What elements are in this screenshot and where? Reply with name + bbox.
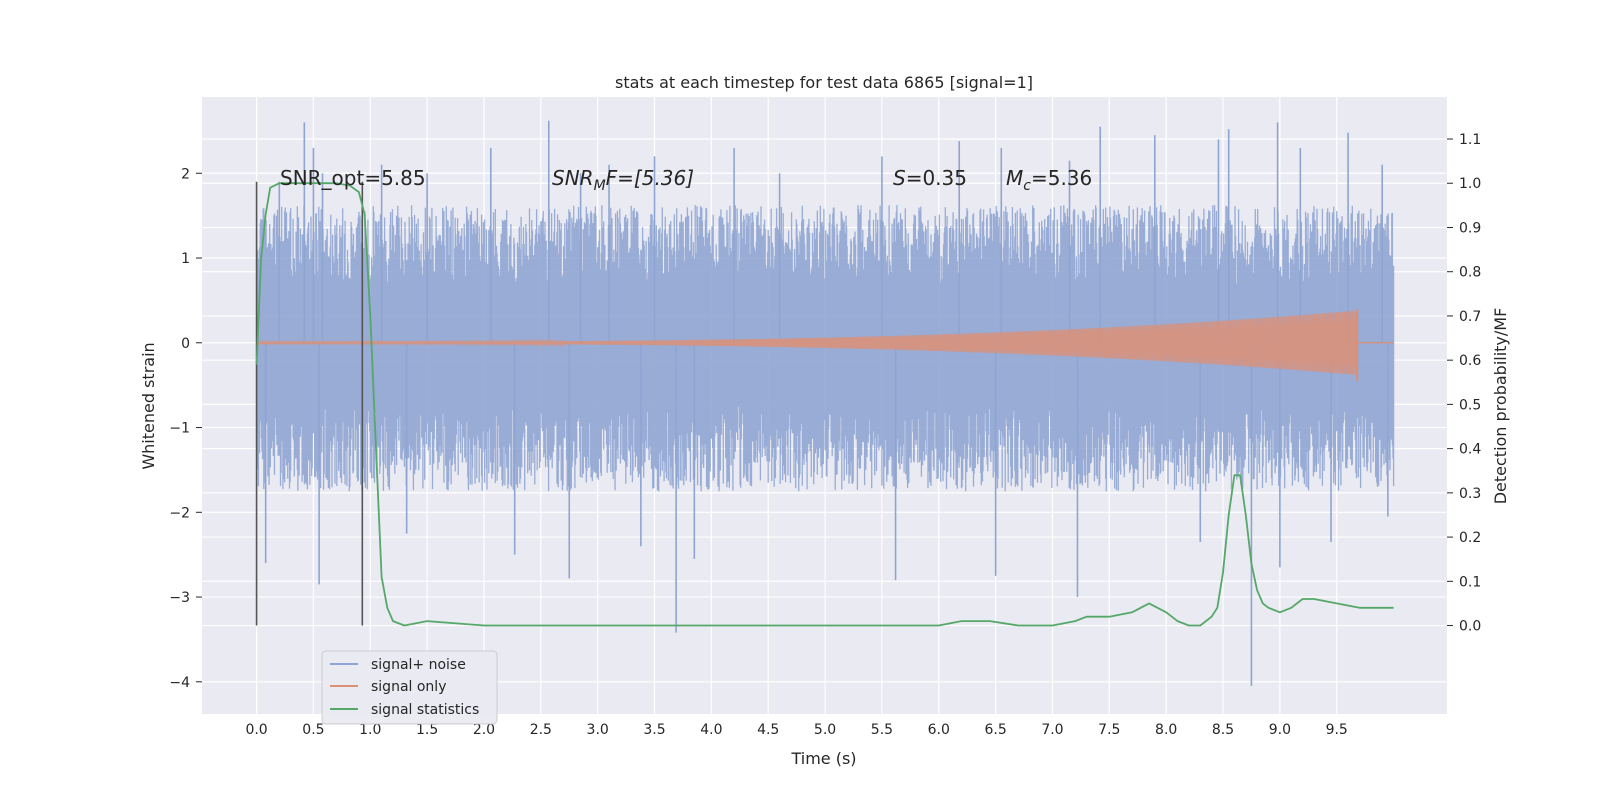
y-left-tick-label: −2	[169, 505, 190, 521]
y-right-tick-label: 0.2	[1459, 530, 1481, 546]
y-right-tick-label: 0.0	[1459, 619, 1481, 635]
y-right-tick-label: 0.9	[1459, 220, 1481, 236]
y-right-tick-label: 0.7	[1459, 309, 1481, 325]
legend: signal+ noise signal only signal statist…	[321, 650, 498, 725]
y-right-tick-label: 0.3	[1459, 486, 1481, 502]
signal-statistics-line	[255, 182, 1394, 627]
y-left-tick-label: −4	[169, 675, 190, 691]
y-left-tick-label: −3	[169, 590, 190, 606]
signal-only-trace	[256, 310, 1358, 375]
y-left-tick-label: 1	[181, 251, 190, 267]
annotation-mc: Mc=5.36	[1006, 166, 1092, 194]
legend-label-signal-only: signal only	[371, 679, 446, 695]
y-right-tick-label: 0.4	[1459, 442, 1481, 458]
x-tick-label: 5.5	[871, 722, 893, 738]
annotations: SNR_opt=5.85 SNRMF=[5.36] S=0.35 Mc=5.36	[280, 166, 1092, 194]
annotation-snr-opt: SNR_opt=5.85	[280, 166, 426, 190]
x-tick-label: 4.0	[700, 722, 722, 738]
x-axis-label: Time (s)	[790, 749, 856, 768]
y-right-tick-label: 1.0	[1459, 176, 1481, 192]
x-tick-label: 0.5	[302, 722, 324, 738]
y-left-tick-label: 2	[181, 166, 190, 182]
chart-title: stats at each timestep for test data 686…	[615, 73, 1033, 92]
series-signal-noise	[255, 120, 1395, 687]
y-right-tick-label: 0.6	[1459, 353, 1481, 369]
annotation-s: S=0.35	[893, 166, 967, 190]
y-left-tick-labels: 2 1 0 −1 −2 −3 −4	[169, 166, 202, 691]
x-tick-label: 1.5	[416, 722, 438, 738]
y-right-tick-labels: 1.1 1.0 0.9 0.8 0.7 0.6 0.5 0.4 0.3 0.2 0.1 0.0	[1447, 132, 1481, 635]
x-tick-label: 8.0	[1155, 722, 1177, 738]
x-tick-label: 2.0	[473, 722, 495, 738]
x-tick-label: 1.0	[359, 722, 381, 738]
x-tick-label: 6.0	[928, 722, 950, 738]
x-tick-label: 7.0	[1041, 722, 1063, 738]
x-tick-label: 3.0	[587, 722, 609, 738]
series-signal-only	[256, 308, 1394, 381]
y-right-tick-label: 0.5	[1459, 397, 1481, 413]
x-tick-label: 2.5	[530, 722, 552, 738]
x-tick-label: 3.5	[643, 722, 665, 738]
x-tick-label: 4.5	[757, 722, 779, 738]
legend-label-signal-noise: signal+ noise	[371, 657, 466, 673]
annotation-snr-mf: SNRMF=[5.36]	[552, 166, 694, 194]
x-tick-label: 5.0	[814, 722, 836, 738]
x-tick-label: 9.5	[1326, 722, 1348, 738]
y-right-tick-label: 0.8	[1459, 265, 1481, 281]
x-tick-label: 9.0	[1269, 722, 1291, 738]
series-signal-statistics	[255, 182, 1394, 627]
legend-box	[321, 650, 498, 725]
y-right-tick-label: 1.1	[1459, 132, 1481, 148]
x-tick-label: 6.5	[984, 722, 1006, 738]
vertical-markers	[255, 181, 364, 626]
y-right-axis-label: Detection probability/MF	[1491, 308, 1510, 505]
x-tick-label: 0.0	[245, 722, 267, 738]
y-left-tick-label: −1	[169, 421, 190, 437]
legend-label-signal-statistics: signal statistics	[371, 702, 479, 718]
y-right-tick-label: 0.1	[1459, 574, 1481, 590]
x-tick-label: 8.5	[1212, 722, 1234, 738]
y-left-axis-label: Whitened strain	[139, 342, 158, 469]
x-tick-label: 7.5	[1098, 722, 1120, 738]
y-left-tick-label: 0	[181, 336, 190, 352]
x-tick-labels: 0.0 0.5 1.0 1.5 2.0 2.5 3.0 3.5 4.0 4.5 5.0 5.5 6.0 6…	[245, 722, 1348, 738]
